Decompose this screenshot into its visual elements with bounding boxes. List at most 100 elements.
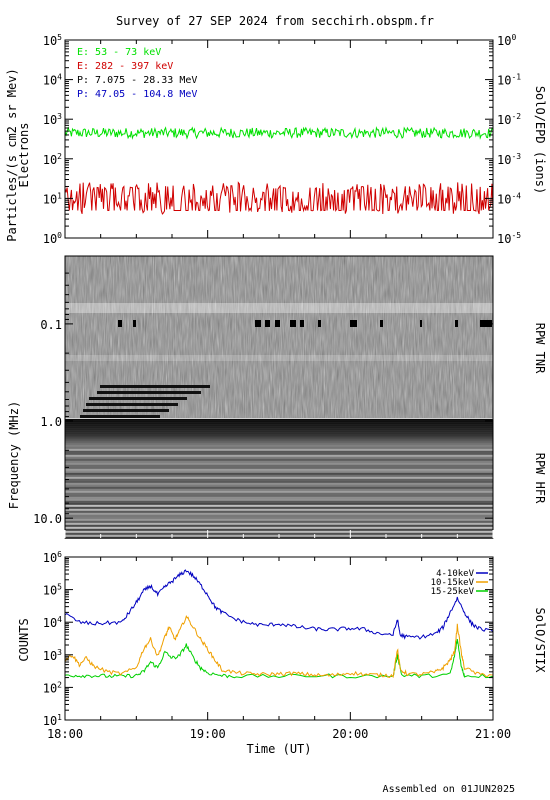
radio-label-hfr: RPW HFR [533, 453, 547, 504]
particles-y-tick-label: 105 [43, 33, 62, 48]
hfr-stripe [65, 474, 493, 477]
tnr-emission-blob [255, 320, 261, 327]
hfr-stripe [65, 508, 493, 511]
particles-axis-ticks: 100 101 102 103 104 105 10-5 10-4 10-3 10-2 10-1 10… [43, 33, 522, 246]
footer-assembled: Assembled on 01JUN2025 [383, 784, 515, 795]
hfr-stripe [65, 522, 493, 525]
hfr-stripe [65, 458, 493, 461]
stix-y-tick-label: 104 [43, 615, 62, 630]
particles-panel: 100 101 102 103 104 105 10-5 10-4 10-3 10-2 10-1 10… [5, 33, 547, 246]
hfr-stripe [65, 450, 493, 453]
particles-y-tick-label: 104 [43, 73, 62, 88]
tnr-emission-blob [300, 320, 304, 327]
radio-label-tnr: RPW TNR [533, 323, 547, 374]
hfr-stripe [65, 424, 493, 427]
hfr-stripe [65, 494, 493, 497]
particles-right-tick-label: 10-1 [497, 73, 521, 88]
stix-x-label: Time (UT) [246, 742, 311, 756]
hfr-stripe [65, 470, 493, 473]
hfr-stripe [65, 510, 493, 513]
radio-y-tick-label: 1.0 [40, 415, 62, 429]
hfr-stripe [65, 432, 493, 435]
tnr-features [65, 303, 493, 418]
particles-right-tick-label: 10-5 [497, 231, 521, 246]
hfr-stripe [65, 448, 493, 451]
particles-y-tick-label: 101 [43, 191, 62, 206]
hfr-stripe [65, 502, 493, 505]
particles-y-tick-label: 102 [43, 152, 62, 167]
stix-y-label: COUNTS [17, 618, 31, 661]
stix-y-tick-label: 106 [43, 550, 62, 565]
hfr-stripe [65, 438, 493, 441]
tnr-emission-blob [420, 320, 422, 327]
particles-legend-entry: E: 53 - 73 keV [77, 47, 161, 58]
radio-y-tick-label: 10.0 [33, 512, 62, 526]
stix-lines [64, 569, 494, 679]
hfr-stripe [65, 528, 493, 531]
hfr-stripe [65, 464, 493, 467]
stix-y-tick-label: 105 [43, 583, 62, 598]
tnr-burst-stripe [89, 397, 187, 400]
hfr-stripe [65, 486, 493, 489]
particles-y-label: Particles/(s cm2 sr Mev) [5, 68, 19, 241]
tnr-spectrogram [65, 256, 493, 418]
tnr-emission-blob [455, 320, 458, 327]
hfr-stripe [65, 422, 493, 425]
hfr-stripe [65, 468, 493, 471]
hfr-stripe [65, 504, 493, 507]
hfr-stripe [65, 420, 493, 423]
particles-legend-entry: E: 282 - 397 keV [77, 61, 173, 72]
hfr-stripe [65, 526, 493, 529]
hfr-stripe [65, 430, 493, 433]
hfr-stripe [65, 444, 493, 447]
stix-y-tick-label: 101 [43, 713, 62, 728]
stix-x-tick-label: 21:00 [475, 727, 511, 741]
particles-right-tick-label: 100 [497, 33, 516, 48]
hfr-stripe [65, 514, 493, 517]
particles-right-label: SolO/EPD (ions) [533, 86, 547, 194]
hfr-stripe [65, 518, 493, 521]
stix-right-label: SolO/STIX [533, 607, 547, 673]
hfr-stripe [65, 452, 493, 455]
hfr-stripe [65, 428, 493, 431]
hfr-stripe [65, 460, 493, 463]
chart-title: Survey of 27 SEP 2024 from secchirh.obsp… [116, 14, 434, 28]
hfr-stripe [65, 506, 493, 509]
tnr-emission-blob [275, 320, 280, 327]
hfr-stripe [65, 482, 493, 485]
stix-panel: 101 102 103 104 105 106 18:00 19:00 20:00 21:00 4… [17, 550, 547, 756]
hfr-stripe [65, 418, 493, 421]
radio-axis-ticks: 0.1 1.0 10.0 [33, 272, 494, 538]
stix-y-tick-label: 102 [43, 680, 62, 695]
hfr-stripe [65, 456, 493, 459]
particles-series-line [64, 126, 494, 140]
hfr-stripe [65, 434, 493, 437]
stix-series-line [64, 569, 494, 640]
tnr-emission-blob [380, 320, 383, 327]
hfr-stripe [65, 480, 493, 483]
stix-frame [64, 556, 494, 721]
hfr-stripe [65, 446, 493, 449]
stix-axis-ticks: 101 102 103 104 105 106 18:00 19:00 20:00 21:00 [43, 550, 511, 741]
hfr-stripe [65, 454, 493, 457]
stix-x-tick-label: 18:00 [47, 727, 83, 741]
hfr-stripe [65, 512, 493, 515]
stix-series-line [64, 639, 494, 679]
tnr-emission-blob [118, 320, 122, 327]
particles-legend: E: 53 - 73 keV E: 282 - 397 keV P: 7.075 -… [77, 47, 197, 100]
hfr-stripe [65, 516, 493, 519]
particles-right-tick-label: 10-2 [497, 112, 521, 127]
hfr-stripe [65, 462, 493, 465]
particles-series-line [64, 181, 494, 215]
tnr-light-band [65, 355, 493, 361]
stix-x-tick-label: 20:00 [332, 727, 368, 741]
tnr-emission-blob [265, 320, 270, 327]
hfr-stripe [65, 490, 493, 493]
radio-y-tick-label: 0.1 [40, 318, 62, 332]
particles-y-tick-label: 100 [43, 231, 62, 246]
hfr-stripe [65, 492, 493, 495]
radio-y-label: Frequency (MHz) [7, 401, 21, 509]
stix-y-tick-label: 103 [43, 648, 62, 663]
